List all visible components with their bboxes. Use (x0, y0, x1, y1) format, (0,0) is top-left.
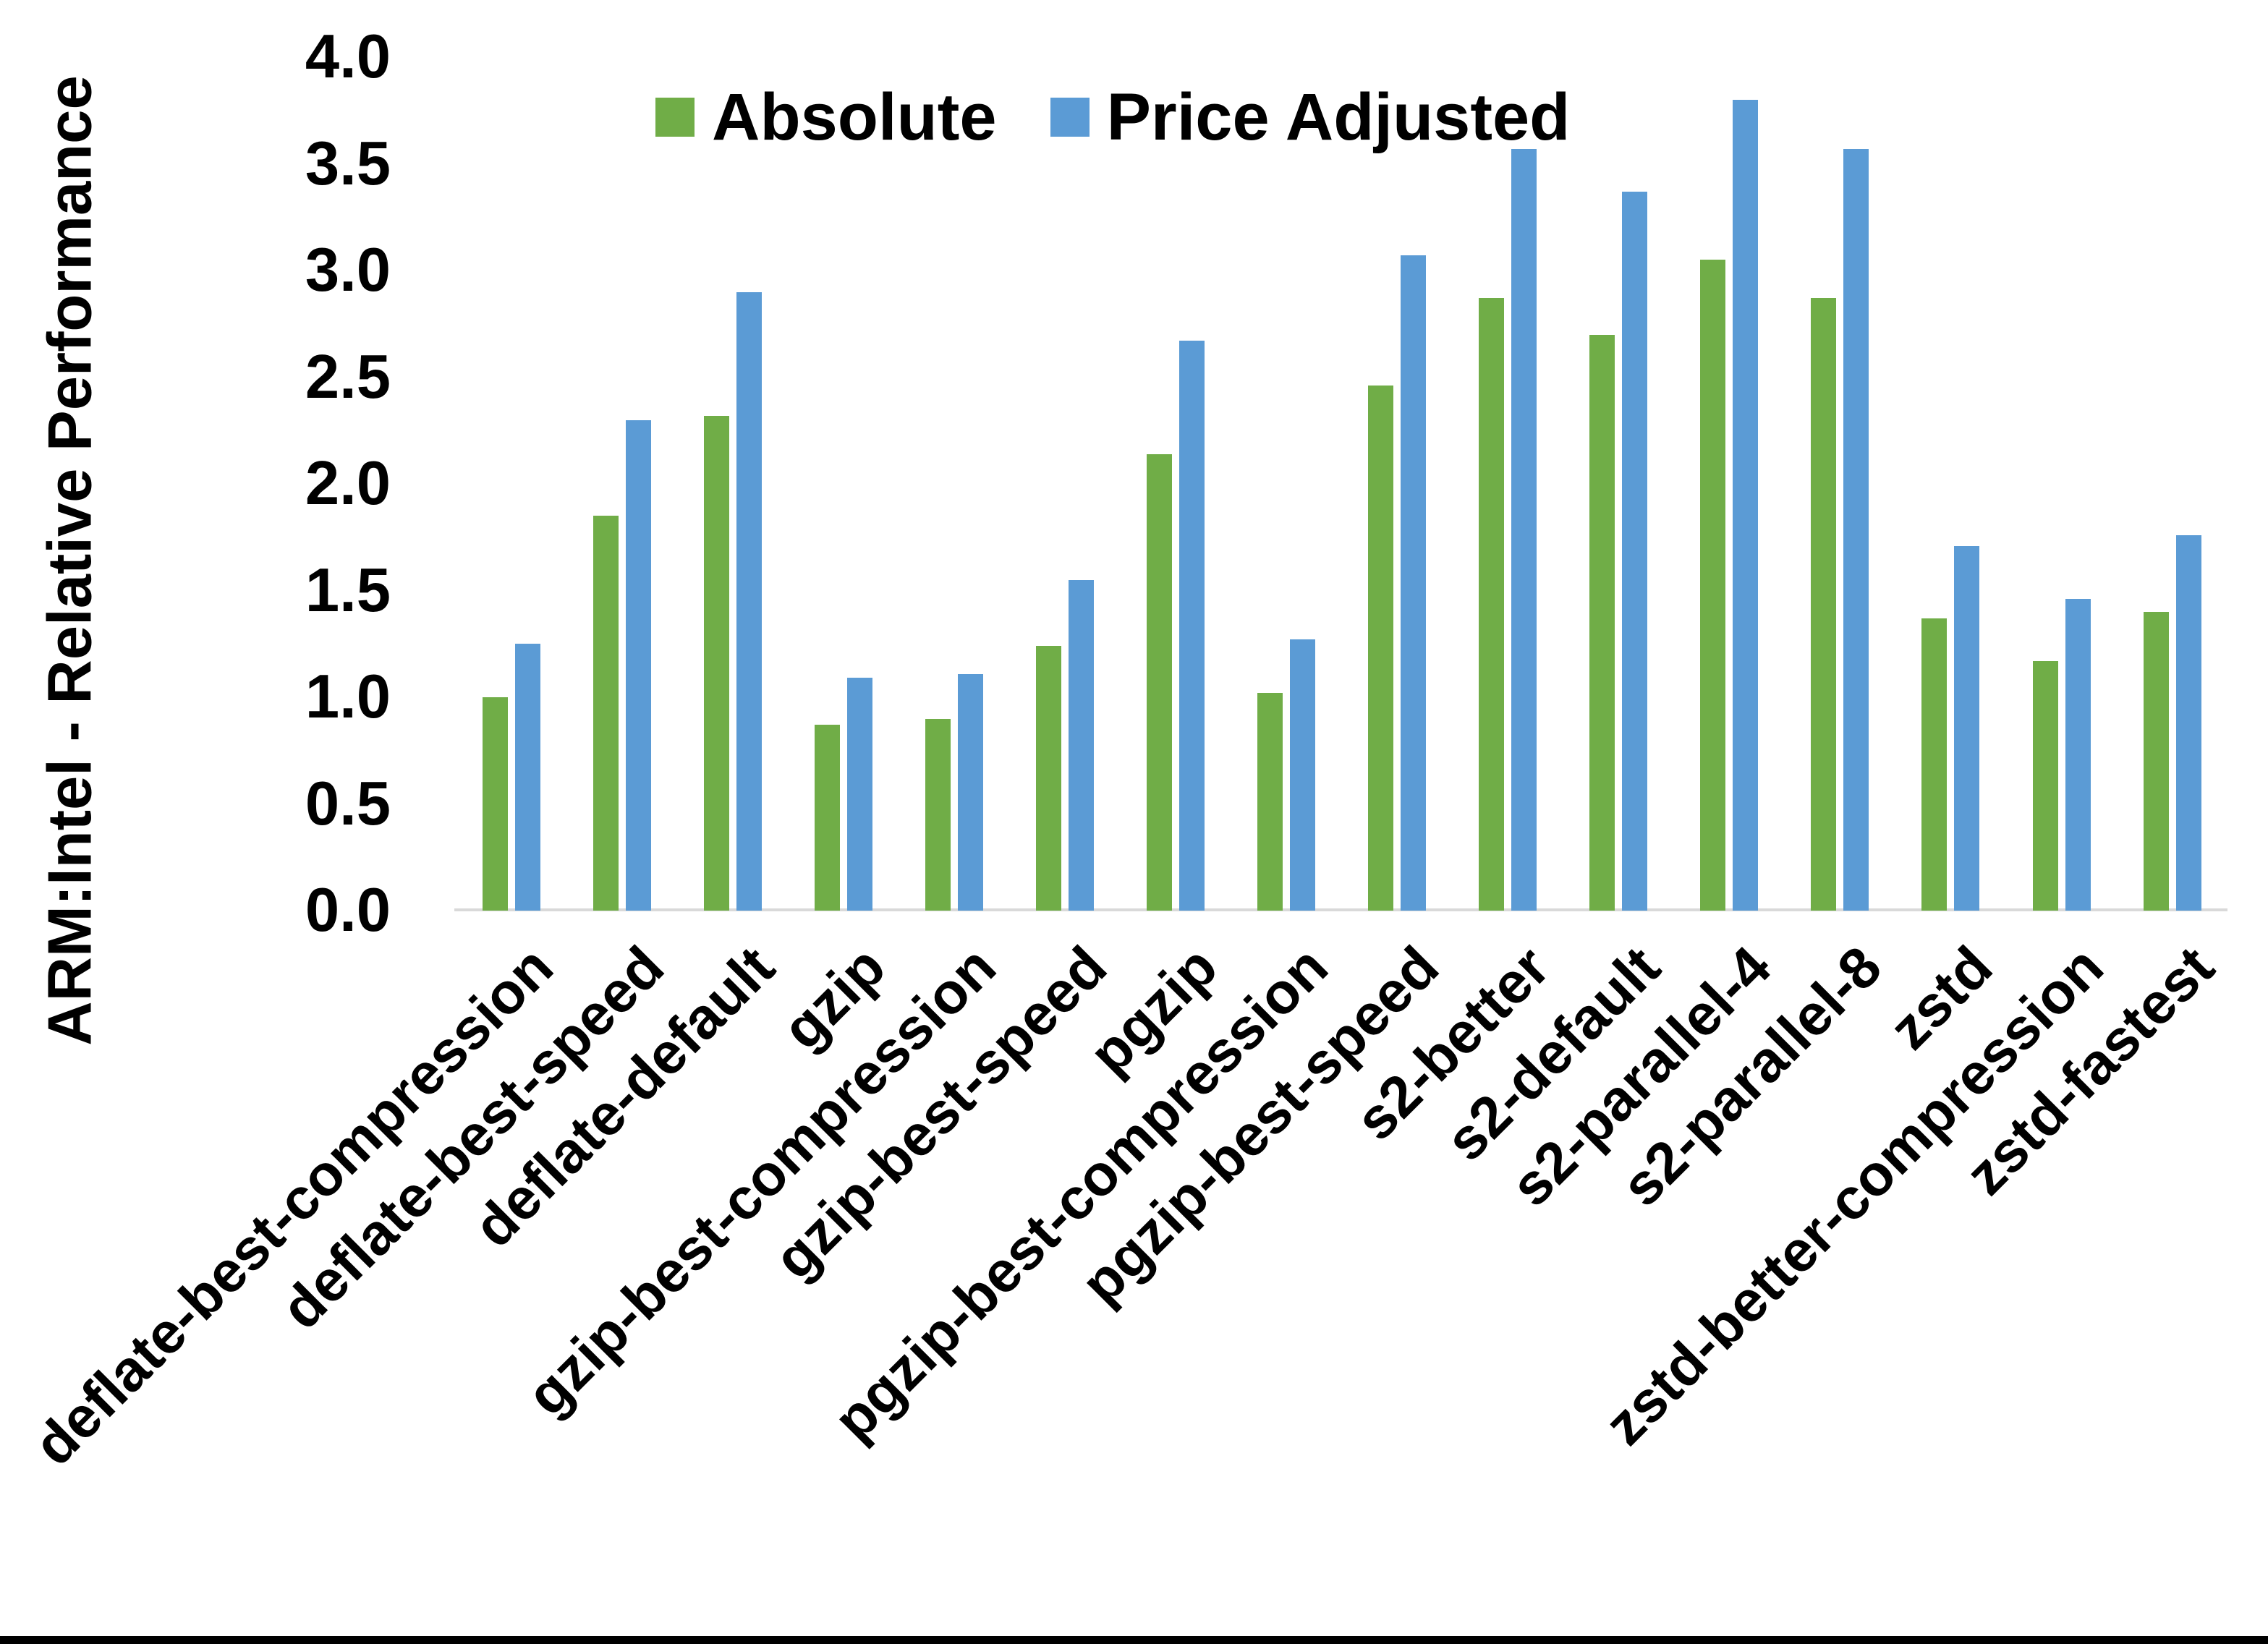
plot-area (456, 57, 2227, 911)
bar-price-adjusted (1401, 255, 1427, 911)
y-axis-tick-label: 1.5 (305, 555, 391, 625)
legend-swatch-icon (655, 98, 695, 137)
y-axis-tick-label: 0.5 (305, 769, 391, 838)
bar-price-adjusted (1069, 579, 1094, 911)
legend-item-absolute: Absolute (655, 84, 997, 150)
y-axis-tick-label: 3.5 (305, 129, 391, 198)
bar-price-adjusted (736, 291, 762, 911)
bar-absolute (1811, 298, 1837, 911)
bar-absolute (593, 516, 619, 911)
bar-price-adjusted (846, 678, 872, 911)
legend-label: Price Adjusted (1106, 80, 1571, 154)
bar-price-adjusted (1733, 100, 1759, 911)
bar-absolute (2143, 612, 2169, 911)
bar-price-adjusted (1179, 341, 1205, 911)
bar-absolute (2032, 660, 2058, 911)
bar-absolute (482, 697, 508, 911)
bar-absolute (1036, 646, 1061, 911)
bar-price-adjusted (1954, 545, 1980, 911)
bar-price-adjusted (1622, 191, 1648, 911)
bar-absolute (925, 718, 951, 911)
bar-absolute (1368, 386, 1394, 911)
bar-absolute (814, 725, 840, 911)
bar-price-adjusted (514, 644, 540, 911)
y-axis-tick-label: 2.5 (305, 342, 391, 412)
bar-price-adjusted (1290, 639, 1316, 911)
bar-price-adjusted (2175, 534, 2201, 911)
bar-absolute (703, 415, 729, 911)
bottom-frame-border (0, 1636, 2268, 1644)
bar-price-adjusted (625, 419, 651, 911)
legend: Absolute Price Adjusted (655, 80, 1570, 155)
bar-price-adjusted (1511, 148, 1537, 911)
y-axis-tick-label: 3.0 (305, 236, 391, 304)
legend-item-price-adjusted: Price Adjusted (1050, 80, 1571, 154)
bar-absolute (1147, 453, 1173, 911)
y-axis-tick-label: 2.0 (305, 449, 391, 518)
bar-absolute (1589, 334, 1615, 911)
bar-price-adjusted (2065, 599, 2091, 911)
y-axis-tick-label: 1.0 (305, 663, 391, 731)
bar-absolute (1257, 693, 1283, 911)
y-axis-tick-label: 4.0 (305, 22, 391, 91)
bar-absolute (1921, 618, 1948, 911)
bar-price-adjusted (1843, 148, 1869, 911)
legend-swatch-icon (1050, 98, 1090, 137)
y-axis-tick-label: 0.0 (305, 876, 391, 945)
x-axis-line (454, 908, 2227, 911)
y-axis-title: ARM:Intel - Relative Performance (35, 75, 105, 1046)
legend-label: Absolute (712, 80, 997, 154)
bar-absolute (1700, 260, 1726, 911)
bar-absolute (1479, 298, 1505, 911)
bar-price-adjusted (957, 673, 983, 911)
